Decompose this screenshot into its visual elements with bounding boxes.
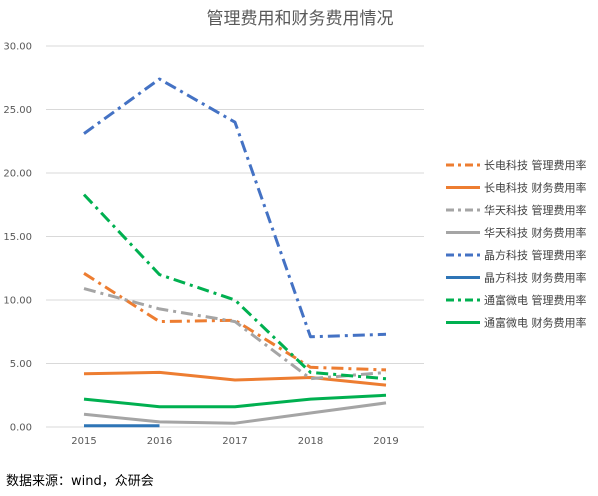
series-line [83, 77, 387, 339]
legend-label: 华天科技 管理费用率 [484, 203, 587, 217]
series-line [82, 193, 387, 381]
legend-label: 晶方科技 财务费用率 [484, 271, 587, 285]
legend-label: 长电科技 管理费用率 [484, 158, 587, 172]
x-axis: 2015 2016 2017 2018 2019 [71, 436, 398, 447]
series-line [83, 272, 387, 372]
series-lines [82, 77, 387, 428]
x-tick-label: 2017 [222, 436, 247, 447]
legend-label: 长电科技 财务费用率 [484, 181, 587, 195]
legend-label: 晶方科技 管理费用率 [484, 248, 587, 262]
y-tick-label: 25.00 [3, 105, 32, 116]
series-line [83, 393, 387, 409]
y-tick-label: 30.00 [3, 42, 32, 53]
y-tick-label: 20.00 [3, 169, 32, 180]
x-tick-label: 2015 [71, 436, 96, 447]
source-note: 数据来源：wind，众研会 [6, 474, 154, 489]
x-tick-label: 2019 [373, 436, 398, 447]
series-line [83, 401, 387, 425]
legend-label: 华天科技 财务费用率 [484, 226, 587, 240]
y-tick-label: 15.00 [3, 232, 32, 243]
series-line [83, 287, 387, 381]
chart-title: 管理费用和财务费用情况 [207, 9, 394, 29]
y-tick-label: 0.00 [10, 423, 32, 434]
y-tick-label: 5.00 [10, 359, 32, 370]
x-tick-label: 2016 [147, 436, 172, 447]
y-axis: 0.00 5.00 10.00 15.00 20.00 25.00 30.00 [3, 42, 32, 434]
legend-label: 通富微电 财务费用率 [484, 316, 587, 330]
legend-label: 通富微电 管理费用率 [484, 293, 587, 307]
x-tick-label: 2018 [298, 436, 323, 447]
series-line [83, 370, 387, 387]
y-tick-label: 10.00 [3, 296, 32, 307]
gridlines [46, 45, 424, 428]
